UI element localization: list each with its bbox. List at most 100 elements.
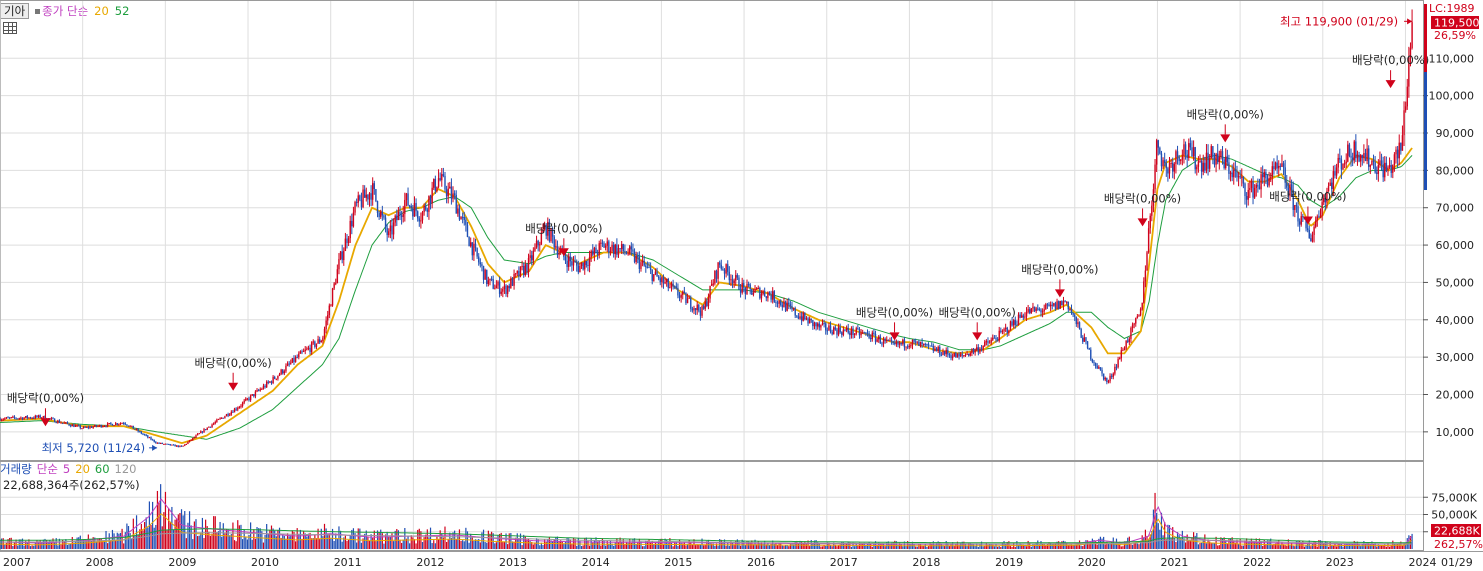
- volume-bar: [934, 544, 936, 549]
- candle-body: [910, 345, 912, 347]
- candle-body: [529, 255, 531, 258]
- candle-body: [873, 332, 875, 335]
- volume-bar: [865, 545, 867, 549]
- candle-body: [776, 302, 779, 304]
- candle-body: [220, 417, 223, 419]
- time-tick-label: 2009: [168, 556, 196, 569]
- candle-body: [280, 369, 282, 375]
- candle-body: [802, 312, 804, 321]
- candle-body: [151, 439, 154, 441]
- candle-body: [277, 375, 279, 379]
- legend-ma-long: 52: [114, 4, 130, 18]
- volume-bar: [401, 542, 403, 549]
- data-table-icon[interactable]: [3, 22, 17, 34]
- volume-ma5-line: [0, 498, 1412, 545]
- volume-bar: [258, 528, 260, 549]
- candle-body: [998, 330, 1000, 341]
- candle-body: [984, 341, 986, 346]
- candle-body: [455, 194, 457, 214]
- candle-body: [116, 423, 118, 425]
- volume-ma120-line: [0, 532, 1412, 545]
- candle-body: [58, 420, 61, 423]
- candle-body: [1306, 228, 1309, 231]
- candle-body: [1281, 163, 1283, 167]
- candle-body: [1019, 314, 1021, 318]
- volume-bar: [532, 544, 534, 549]
- volume-bar: [82, 539, 85, 549]
- volume-bar: [1242, 545, 1245, 549]
- candle-body: [1359, 155, 1362, 162]
- candle-body: [821, 322, 824, 325]
- volume-bar: [605, 545, 607, 549]
- volume-bar: [709, 542, 711, 549]
- candle-body: [102, 426, 104, 428]
- volume-bar: [515, 537, 517, 549]
- volume-bar: [233, 540, 236, 549]
- candle-body: [661, 277, 663, 283]
- candle-body: [25, 416, 27, 418]
- volume-bar: [797, 544, 800, 549]
- volume-bar: [89, 540, 91, 549]
- candle-body: [992, 337, 994, 340]
- candle-body: [204, 429, 207, 431]
- candle-body: [784, 301, 787, 311]
- stock-name-box[interactable]: 기아: [0, 3, 30, 19]
- candle-body: [542, 229, 544, 233]
- candle-body: [147, 435, 149, 438]
- volume-bar: [376, 530, 379, 549]
- candle-body: [725, 264, 727, 274]
- volume-bar: [836, 546, 838, 549]
- volume-bar: [1199, 542, 1201, 549]
- dividend-label: 배당락(0,00%): [939, 305, 1016, 319]
- candle-body: [1114, 366, 1116, 374]
- volume-bar: [609, 540, 612, 549]
- candle-body: [622, 244, 625, 252]
- candle-body: [892, 341, 894, 344]
- candle-body: [1218, 157, 1221, 163]
- candle-body: [33, 417, 35, 419]
- candle-body: [139, 431, 141, 433]
- volume-bar: [1401, 545, 1404, 549]
- candle-body: [951, 356, 954, 359]
- volume-bar: [142, 530, 144, 549]
- volume-bar: [640, 541, 642, 549]
- volume-bar: [457, 535, 459, 549]
- volume-bar: [160, 484, 162, 549]
- candle-body: [1409, 48, 1412, 58]
- volume-bar: [1281, 542, 1283, 549]
- volume-bar: [1292, 545, 1294, 549]
- candle-body: [508, 285, 510, 289]
- candle-body: [179, 445, 181, 447]
- volume-bar: [879, 544, 881, 549]
- volume-bar: [1164, 522, 1166, 549]
- candle-body: [1027, 309, 1029, 312]
- candle-body: [94, 425, 96, 427]
- candle-body: [433, 178, 435, 188]
- volume-bar: [1197, 544, 1200, 549]
- candle-body: [60, 422, 62, 424]
- volume-bar: [635, 544, 637, 549]
- candle-body: [206, 427, 208, 430]
- volume-bar: [1072, 545, 1074, 549]
- volume-bar: [1136, 543, 1138, 549]
- volume-bar: [288, 536, 290, 549]
- candle-body: [908, 345, 910, 348]
- candle-body: [982, 345, 984, 350]
- volume-bar: [50, 541, 53, 549]
- candle-body: [1369, 165, 1372, 167]
- candle-body: [209, 426, 212, 428]
- candle-body: [706, 301, 708, 306]
- candles-layer: [0, 9, 1413, 448]
- volume-bar: [315, 538, 318, 549]
- volume-bar: [627, 542, 629, 549]
- volume-bar: [402, 539, 404, 549]
- volume-bar: [1011, 546, 1013, 549]
- candle-body: [347, 238, 350, 243]
- candle-body: [106, 423, 109, 427]
- volume-bar: [1014, 546, 1016, 549]
- candle-body: [397, 211, 400, 221]
- volume-bar: [1189, 540, 1191, 549]
- candle-body: [572, 260, 575, 266]
- candle-body: [264, 385, 266, 388]
